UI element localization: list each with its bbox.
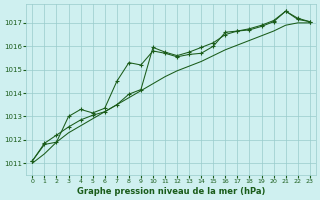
X-axis label: Graphe pression niveau de la mer (hPa): Graphe pression niveau de la mer (hPa) <box>77 187 265 196</box>
